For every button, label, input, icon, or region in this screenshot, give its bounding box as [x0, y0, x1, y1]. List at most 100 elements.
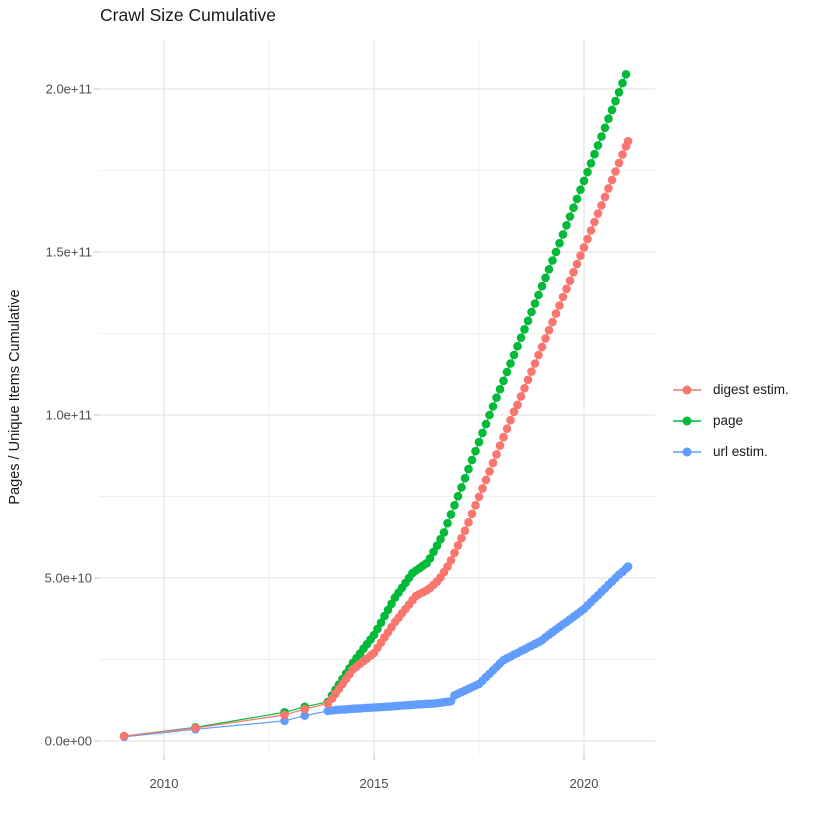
data-point: [618, 78, 627, 88]
x-tick-label: 2010: [150, 776, 179, 791]
data-point: [583, 234, 592, 244]
y-tick-label: 2.0e+11: [46, 82, 92, 97]
x-tick-label: 2020: [570, 776, 599, 791]
data-point: [492, 450, 501, 459]
data-point: [607, 175, 617, 185]
legend-label-url: url estim.: [713, 444, 768, 459]
data-point: [572, 194, 582, 204]
data-point: [586, 159, 596, 168]
data-point: [485, 410, 494, 420]
data-point: [544, 325, 554, 335]
data-point: [509, 350, 519, 360]
chart-title: Crawl Size Cumulative: [100, 5, 277, 25]
data-point: [481, 475, 491, 485]
data-point: [481, 419, 491, 429]
data-point: [597, 132, 606, 141]
data-point: [450, 501, 459, 510]
data-point: [579, 243, 589, 252]
data-point: [558, 230, 568, 239]
data-point: [534, 290, 543, 300]
data-point: [611, 167, 620, 176]
data-point: [590, 217, 599, 227]
data-point: [509, 407, 519, 417]
y-axis-title: Pages / Unique Items Cumulative: [7, 289, 23, 505]
data-point: [471, 501, 480, 510]
x-tick-label: 2015: [360, 776, 389, 791]
data-point: [478, 428, 487, 438]
data-point: [446, 510, 456, 519]
data-point: [576, 185, 585, 194]
data-point: [565, 212, 575, 221]
data-point: [623, 136, 633, 146]
data-point: [474, 492, 484, 502]
data-point: [586, 226, 596, 235]
data-point: [513, 400, 522, 410]
data-point: [520, 384, 529, 393]
data-point: [569, 203, 578, 212]
data-point: [611, 96, 620, 106]
data-point: [300, 704, 310, 714]
data-point: [499, 376, 508, 386]
data-point: [527, 367, 536, 376]
data-point: [621, 70, 631, 79]
data-point: [530, 299, 540, 308]
data-point: [516, 392, 526, 401]
data-point: [488, 458, 498, 468]
data-point: [565, 276, 575, 286]
url-series-key-icon: [673, 447, 701, 456]
data-point: [492, 393, 501, 403]
data-point: [436, 534, 445, 544]
data-point: [623, 562, 633, 571]
data-point: [555, 301, 564, 310]
data-point: [280, 710, 289, 720]
data-point: [495, 441, 505, 450]
data-point: [562, 221, 571, 230]
data-point: [460, 473, 470, 483]
data-point: [464, 518, 473, 527]
data-point: [576, 251, 585, 260]
data-point: [593, 209, 603, 218]
data-point: [604, 184, 613, 193]
legend-label-digest: digest estim.: [713, 382, 789, 397]
data-point: [457, 483, 466, 492]
data-point: [191, 723, 200, 733]
series-url-estim: [119, 562, 633, 742]
data-point: [597, 201, 606, 210]
legend-item-url: url estim.: [670, 436, 789, 467]
data-point: [464, 464, 473, 474]
data-point: [523, 316, 533, 326]
data-point: [516, 333, 526, 343]
data-point: [548, 317, 557, 327]
data-point: [569, 267, 578, 277]
data-point: [548, 256, 557, 265]
data-point: [614, 88, 624, 97]
data-point: [607, 105, 617, 115]
data-point: [502, 424, 512, 434]
y-tick-label: 0.0e+00: [45, 734, 92, 749]
data-point: [583, 167, 592, 177]
data-point: [555, 238, 564, 248]
data-point: [432, 541, 442, 550]
data-point: [446, 556, 456, 565]
data-point: [300, 711, 310, 720]
data-point: [527, 307, 536, 317]
data-point: [467, 509, 477, 519]
data-point: [600, 192, 610, 202]
data-point: [119, 731, 129, 741]
data-point: [572, 259, 582, 269]
y-tick-label: 5.0e+10: [45, 571, 92, 586]
data-point: [537, 342, 547, 352]
legend-label-page: page: [713, 413, 744, 428]
data-point: [520, 325, 529, 334]
data-point: [614, 158, 624, 168]
data-point: [467, 455, 477, 465]
series-digest-estim: [119, 136, 633, 741]
data-point: [551, 247, 561, 257]
data-point: [506, 415, 515, 425]
data-point: [530, 359, 540, 368]
legend: digest estim. page url estim.: [670, 374, 789, 467]
data-point: [541, 273, 550, 283]
data-point: [537, 281, 547, 291]
